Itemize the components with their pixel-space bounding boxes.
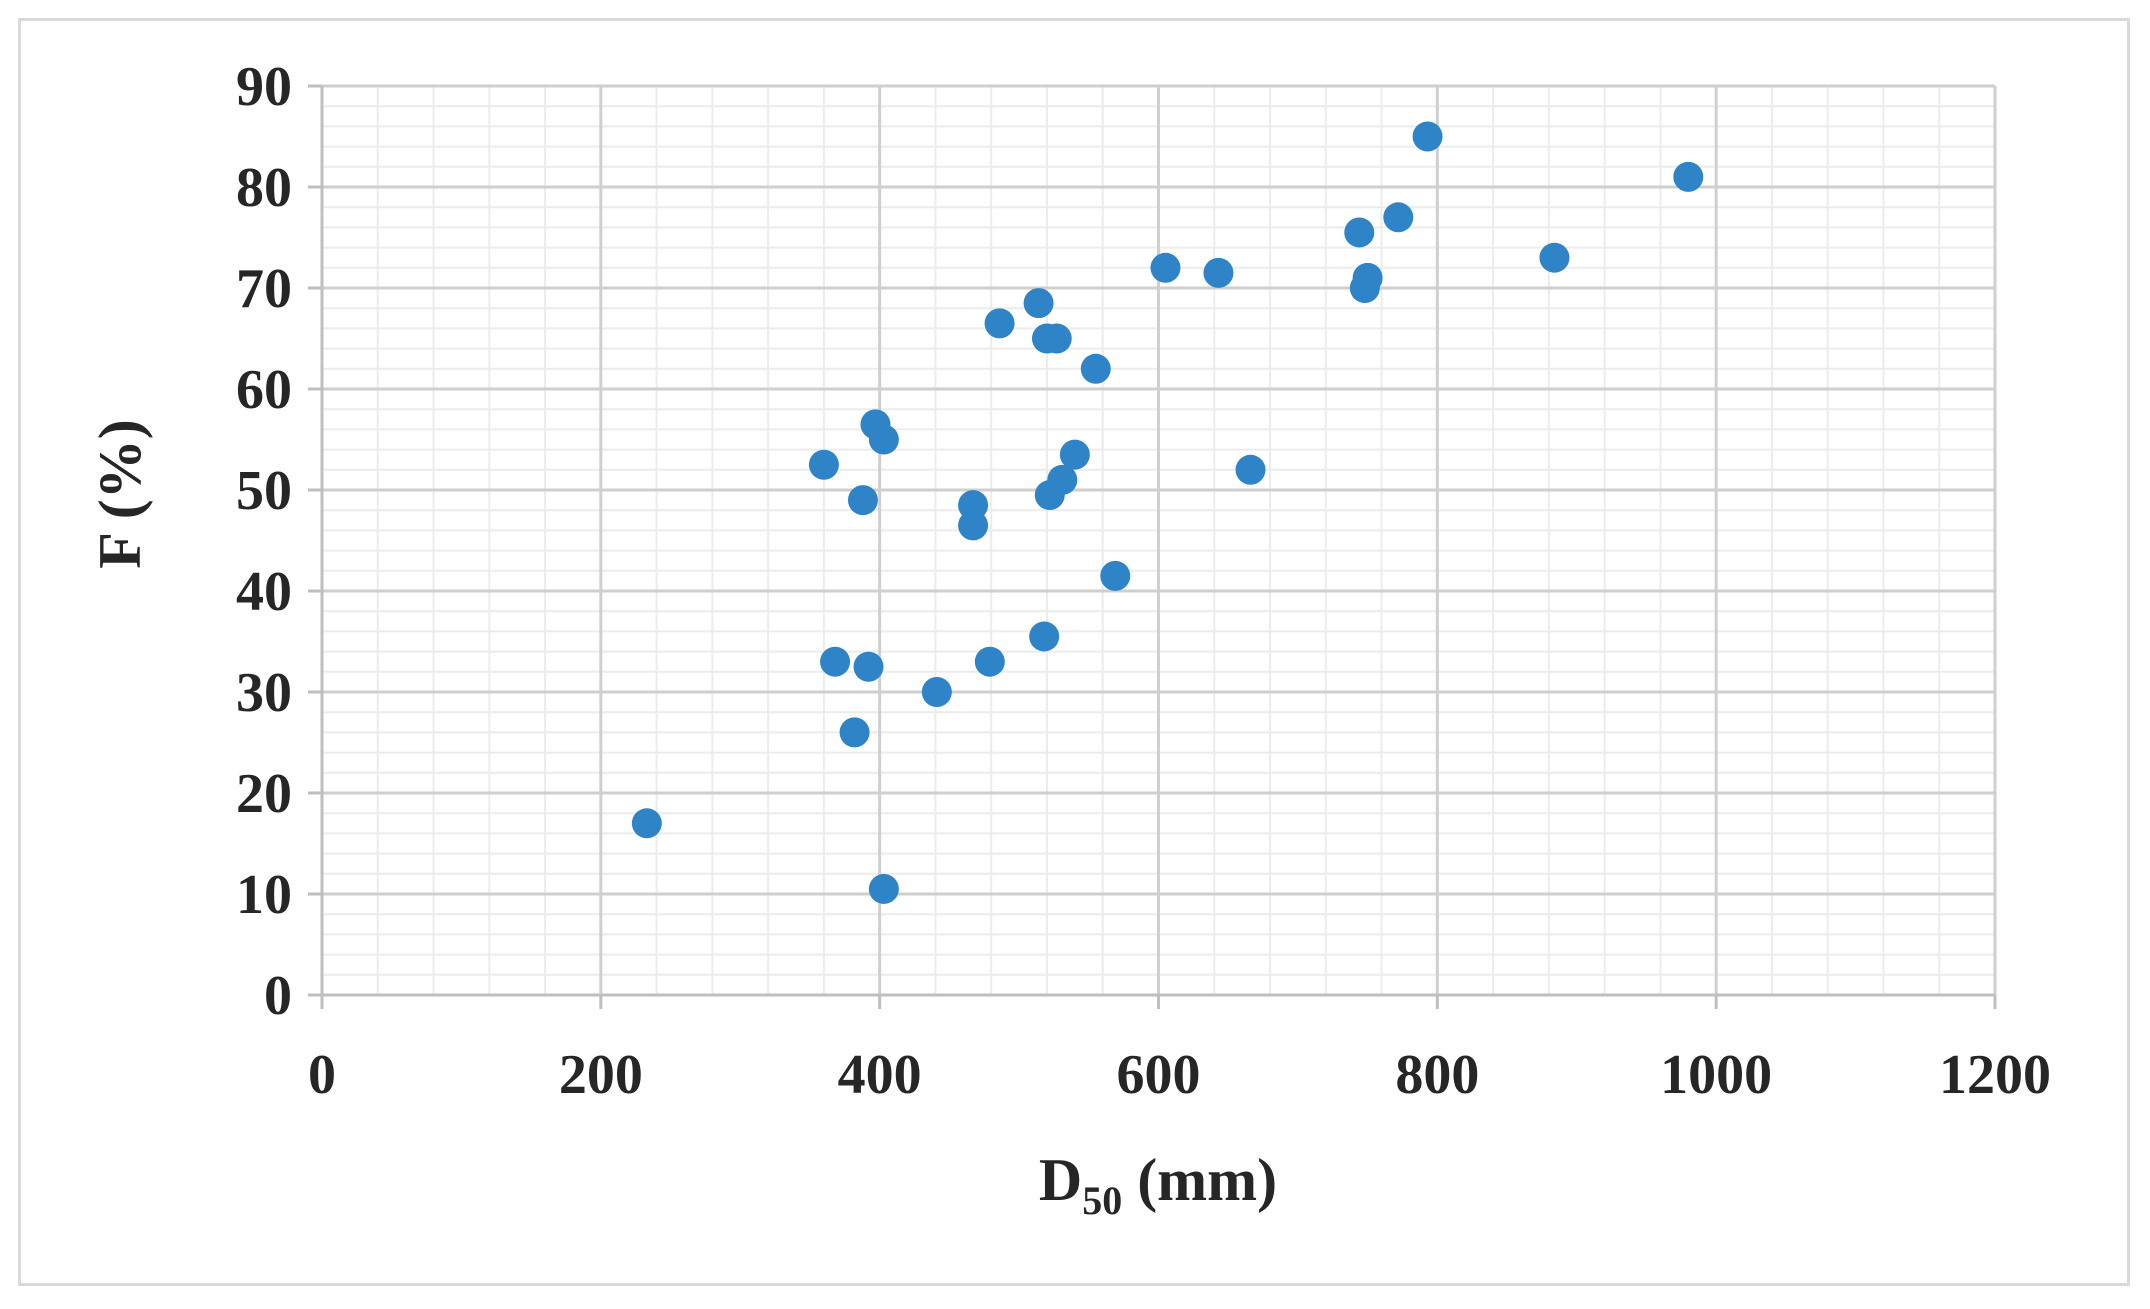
data-point: [1080, 353, 1111, 384]
data-point: [1100, 560, 1131, 591]
data-point: [1150, 252, 1181, 283]
x-tick-label: 1200: [1939, 1044, 2051, 1106]
data-point: [958, 510, 989, 541]
data-point: [1235, 454, 1266, 485]
x-axis-title-main: D: [1039, 1147, 1082, 1213]
data-point: [631, 808, 662, 839]
x-tick-label: 200: [559, 1044, 643, 1106]
y-tick-label: 40: [236, 561, 292, 623]
data-point: [1059, 439, 1090, 470]
data-point: [1344, 217, 1375, 248]
data-point: [984, 308, 1015, 339]
data-points: [631, 121, 1704, 904]
data-point: [1029, 621, 1060, 652]
x-tick-labels: 0 200 400 600 800 1000 1200: [308, 1044, 2051, 1106]
data-point: [847, 485, 878, 516]
y-tick-label: 30: [236, 662, 292, 724]
data-point: [1539, 242, 1570, 273]
data-point: [1412, 121, 1443, 152]
y-axis-title: F (%): [87, 419, 153, 568]
data-point: [839, 717, 870, 748]
x-axis-title-unit: (mm): [1122, 1147, 1277, 1213]
y-tick-label: 80: [236, 157, 292, 219]
y-tick-labels: 0 10 20 30 40 50 60 70 80 90: [236, 56, 292, 1027]
major-gridlines: [320, 84, 1997, 997]
data-point: [1673, 161, 1704, 192]
x-axis-title: D50 (mm): [1039, 1147, 1277, 1223]
data-point: [853, 651, 884, 682]
data-point: [820, 646, 851, 677]
y-tick-label: 60: [236, 359, 292, 421]
data-point: [808, 449, 839, 480]
data-point: [974, 646, 1005, 677]
y-tick-label: 20: [236, 763, 292, 825]
data-point: [1352, 262, 1383, 293]
x-tick-label: 0: [308, 1044, 336, 1106]
data-point: [1023, 288, 1054, 319]
x-tick-label: 600: [1117, 1044, 1201, 1106]
data-point: [921, 677, 952, 707]
x-tick-label: 800: [1395, 1044, 1479, 1106]
data-point: [1203, 257, 1234, 288]
y-tick-label: 90: [236, 56, 292, 118]
data-point: [1047, 464, 1078, 495]
data-point: [868, 873, 899, 904]
y-tick-label: 10: [236, 864, 292, 926]
axes: [308, 84, 1997, 1009]
y-tick-label: 0: [264, 965, 292, 1027]
data-point: [1041, 323, 1072, 354]
x-tick-label: 1000: [1660, 1044, 1772, 1106]
x-axis-title-subscript: 50: [1082, 1178, 1122, 1223]
data-point: [868, 424, 899, 455]
data-point: [1383, 202, 1414, 233]
x-tick-label: 400: [838, 1044, 922, 1106]
y-tick-label: 70: [236, 258, 292, 320]
y-tick-label: 50: [236, 460, 292, 522]
